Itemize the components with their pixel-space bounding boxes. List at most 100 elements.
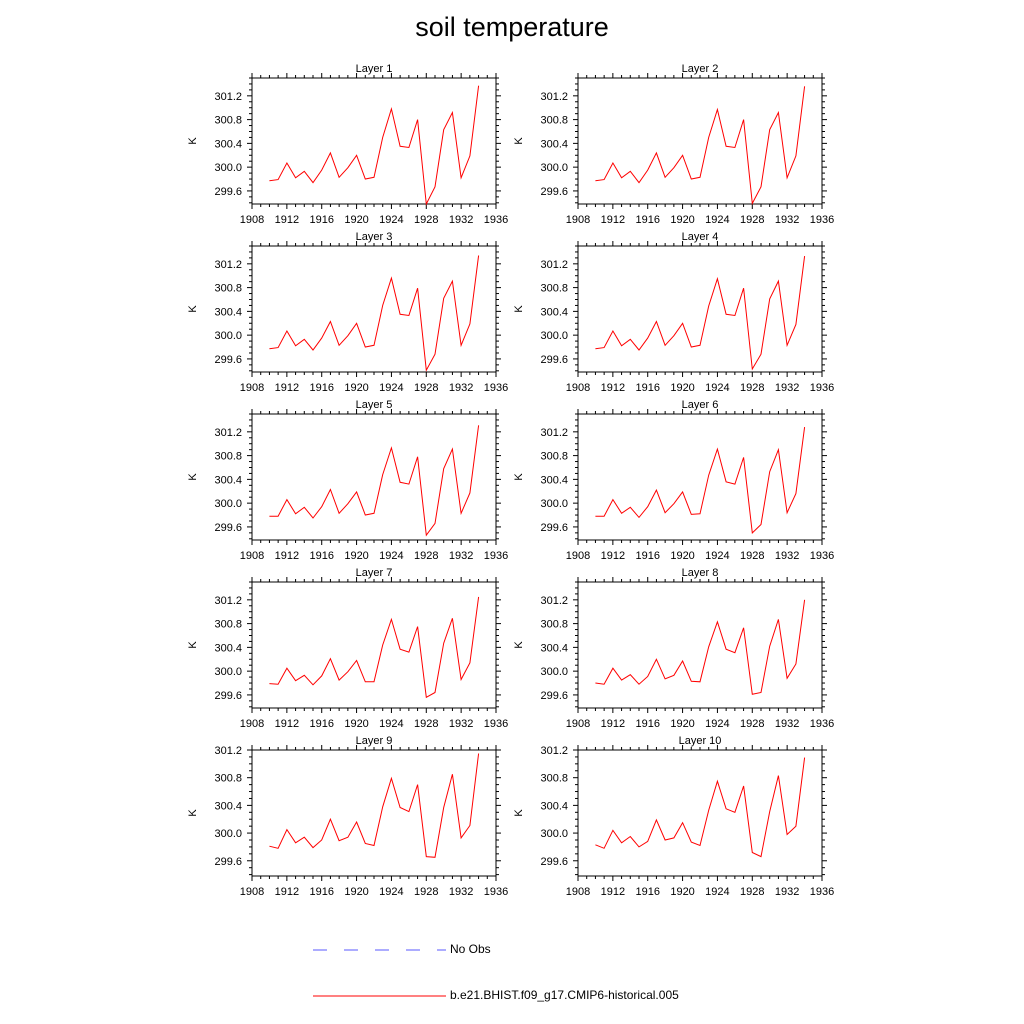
x-tick-label: 1924 [379, 550, 403, 562]
x-tick-label: 1912 [275, 550, 299, 562]
x-tick-label: 1928 [740, 718, 764, 730]
plot-frame [251, 245, 497, 373]
x-tick-label: 1928 [414, 382, 438, 394]
x-tick-label: 1928 [740, 886, 764, 898]
y-axis-label: K [513, 641, 525, 649]
y-tick-label: 301.2 [214, 745, 242, 757]
y-tick-label: 299.6 [540, 856, 568, 868]
y-axis-label: K [187, 305, 199, 313]
x-tick-label: 1936 [484, 550, 508, 562]
y-tick-label: 299.6 [214, 354, 242, 366]
legend-obs-label: No Obs [450, 942, 491, 956]
panel-title: Layer 7 [356, 567, 393, 579]
x-tick-label: 1908 [566, 886, 590, 898]
x-tick-label: 1936 [810, 550, 834, 562]
y-tick-label: 299.6 [214, 186, 242, 198]
x-tick-label: 1908 [240, 382, 264, 394]
plot-frame [251, 581, 497, 709]
x-tick-label: 1920 [670, 214, 694, 226]
x-tick-label: 1936 [810, 214, 834, 226]
y-axis-label: K [513, 305, 525, 313]
y-tick-label: 299.6 [540, 690, 568, 702]
plot-frame [251, 413, 497, 541]
x-tick-label: 1912 [275, 718, 299, 730]
panel-title: Layer 9 [356, 735, 393, 747]
y-tick-label: 300.8 [214, 619, 242, 631]
y-tick-label: 299.6 [540, 522, 568, 534]
x-tick-label: 1928 [740, 214, 764, 226]
panel-layer-5: Layer 5 K 1908 1912 1916 1920 1924 1928 1932 1936… [187, 399, 508, 562]
x-tick-label: 1920 [670, 718, 694, 730]
y-axis-label: K [187, 473, 199, 481]
series-line [269, 753, 480, 858]
x-tick-label: 1924 [379, 382, 403, 394]
y-tick-label: 301.2 [540, 595, 568, 607]
y-axis-label: K [513, 137, 525, 145]
y-tick-label: 300.0 [214, 828, 242, 840]
x-tick-label: 1928 [740, 550, 764, 562]
series-line [269, 255, 480, 372]
panel-title: Layer 6 [682, 399, 719, 411]
x-tick-label: 1928 [740, 382, 764, 394]
y-tick-label: 301.2 [540, 91, 568, 103]
x-tick-label: 1932 [449, 718, 473, 730]
x-tick-label: 1936 [484, 382, 508, 394]
x-tick-label: 1924 [705, 550, 729, 562]
y-tick-label: 300.0 [214, 498, 242, 510]
y-tick-label: 300.8 [214, 451, 242, 463]
y-tick-label: 300.4 [214, 800, 242, 812]
y-tick-label: 300.4 [540, 306, 568, 318]
plot-frame [577, 581, 823, 709]
series-line [595, 256, 806, 371]
x-tick-label: 1924 [705, 382, 729, 394]
x-tick-label: 1928 [414, 550, 438, 562]
series-line [595, 757, 806, 858]
y-tick-label: 300.0 [214, 330, 242, 342]
series-line [595, 86, 806, 206]
panel-layer-4: Layer 4 K 1908 1912 1916 1920 1924 1928 1932 1936… [513, 231, 834, 394]
panel-title: Layer 8 [682, 567, 719, 579]
y-tick-label: 300.8 [540, 451, 568, 463]
plot-frame [577, 77, 823, 205]
series-line [595, 599, 806, 695]
x-tick-label: 1908 [240, 886, 264, 898]
x-tick-label: 1928 [414, 886, 438, 898]
x-tick-label: 1908 [566, 718, 590, 730]
y-tick-label: 299.6 [214, 522, 242, 534]
y-tick-label: 299.6 [540, 354, 568, 366]
x-tick-label: 1932 [449, 886, 473, 898]
x-tick-label: 1908 [240, 214, 264, 226]
panel-layer-8: Layer 8 K 1908 1912 1916 1920 1924 1928 1932 1936… [513, 567, 834, 730]
plot-frame [577, 749, 823, 877]
y-tick-label: 300.4 [214, 306, 242, 318]
y-tick-label: 300.0 [214, 162, 242, 174]
y-tick-label: 300.4 [540, 800, 568, 812]
series-line [595, 427, 806, 534]
plot-frame [251, 77, 497, 205]
x-tick-label: 1932 [775, 886, 799, 898]
y-tick-label: 300.4 [540, 474, 568, 486]
x-tick-label: 1916 [309, 886, 333, 898]
y-axis-label: K [187, 641, 199, 649]
x-tick-label: 1932 [449, 214, 473, 226]
x-tick-label: 1936 [484, 718, 508, 730]
x-tick-label: 1912 [601, 718, 625, 730]
y-tick-label: 301.2 [540, 427, 568, 439]
y-tick-label: 301.2 [214, 595, 242, 607]
x-tick-label: 1916 [309, 718, 333, 730]
legend-model-label: b.e21.BHIST.f09_g17.CMIP6-historical.005 [450, 988, 679, 1002]
x-tick-label: 1916 [635, 382, 659, 394]
x-tick-label: 1920 [670, 550, 694, 562]
y-tick-label: 300.4 [214, 138, 242, 150]
series-line [269, 596, 480, 699]
panel-layer-7: Layer 7 K 1908 1912 1916 1920 1924 1928 1932 1936… [187, 567, 508, 730]
plot-frame [577, 245, 823, 373]
plot-frame [251, 749, 497, 877]
x-tick-label: 1912 [601, 214, 625, 226]
y-tick-label: 300.4 [540, 138, 568, 150]
x-tick-label: 1912 [275, 382, 299, 394]
x-tick-label: 1920 [670, 886, 694, 898]
x-tick-label: 1916 [309, 550, 333, 562]
x-tick-label: 1924 [379, 886, 403, 898]
y-tick-label: 300.8 [540, 619, 568, 631]
